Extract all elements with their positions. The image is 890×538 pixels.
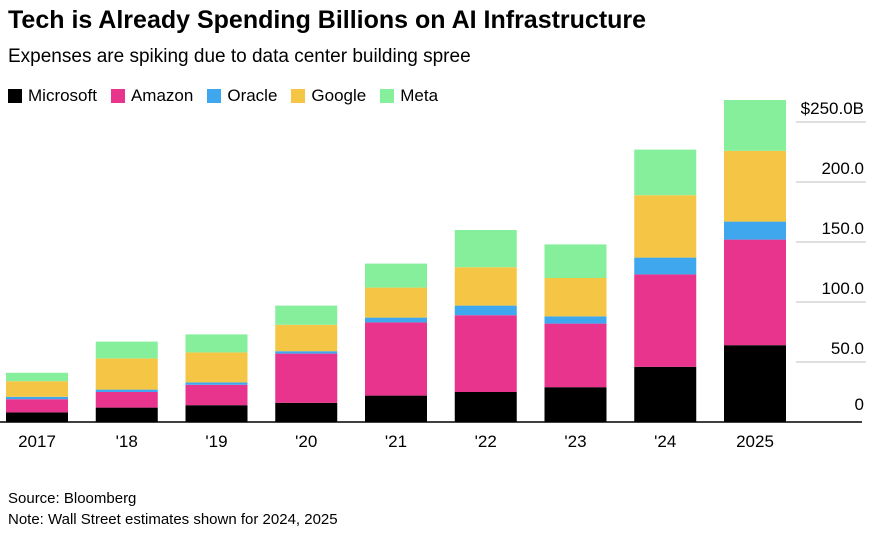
x-tick-label: '21 [385,432,407,451]
legend-swatch [207,89,222,103]
bar-amazon-6 [544,323,607,388]
x-tick-label: '19 [205,432,227,451]
chart-subtitle: Expenses are spiking due to data center … [8,46,471,67]
bar-oracle-7 [634,257,697,275]
bar-microsoft-4 [365,395,427,422]
bar-meta-1 [95,341,158,359]
bar-google-1 [95,358,158,390]
x-tick-label: '23 [564,432,586,451]
legend-label: Google [311,86,367,105]
bar-google-6 [544,278,607,317]
legend-label: Microsoft [28,86,97,105]
bar-microsoft-5 [454,392,517,422]
x-tick-label: 2017 [18,432,56,451]
legend-item-meta: Meta [380,86,438,106]
legend-label: Meta [400,86,439,105]
bar-microsoft-2 [185,405,248,422]
y-tick-label: 200.0 [821,159,864,178]
x-tick-label: 2025 [736,432,774,451]
bar-amazon-2 [185,384,248,406]
bar-oracle-5 [454,305,517,316]
footnote: Note: Wall Street estimates shown for 20… [8,511,338,528]
bar-meta-0 [6,372,68,382]
y-tick-label: 50.0 [831,339,864,358]
bar-google-7 [634,195,697,258]
y-tick-label: 100.0 [821,279,864,298]
bar-microsoft-1 [95,407,158,422]
bar-oracle-0 [6,396,68,400]
bar-meta-6 [544,244,607,278]
chart-legend: Microsoft Amazon Oracle Google Meta [8,86,438,106]
bar-meta-4 [365,263,427,288]
bar-microsoft-3 [275,402,338,422]
legend-swatch [8,89,22,103]
bar-oracle-1 [95,389,158,392]
bar-microsoft-0 [6,412,68,422]
bar-meta-3 [275,305,338,325]
x-tick-label: '20 [295,432,317,451]
bar-amazon-1 [95,392,158,408]
bar-meta-7 [634,149,697,196]
bar-microsoft-7 [634,366,697,422]
legend-swatch [380,89,395,103]
y-tick-label: $250.0B [801,100,864,118]
legend-swatch [110,89,125,103]
x-tick-label: '24 [654,432,676,451]
bar-google-0 [6,381,68,397]
bar-oracle-2 [185,382,248,385]
bar-meta-8 [724,100,786,151]
legend-item-oracle: Oracle [207,86,277,106]
x-tick-label: '18 [116,432,138,451]
bar-amazon-3 [275,353,338,403]
bar-amazon-4 [365,322,427,396]
bar-google-8 [724,150,786,222]
legend-label: Amazon [130,86,194,105]
legend-item-amazon: Amazon [110,86,194,106]
x-tick-label: '22 [475,432,497,451]
bar-meta-5 [454,230,517,268]
y-tick-label: 150.0 [821,219,864,238]
bar-oracle-8 [724,221,786,240]
bar-microsoft-6 [544,387,607,422]
legend-item-microsoft: Microsoft [8,86,97,106]
bar-oracle-4 [365,317,427,323]
bar-google-3 [275,324,338,352]
source-note: Source: Bloomberg [8,490,137,507]
bar-google-5 [454,267,517,306]
bar-amazon-5 [454,315,517,392]
bar-amazon-8 [724,239,786,346]
bar-google-2 [185,352,248,383]
y-tick-label: 0 [855,395,864,414]
bar-oracle-3 [275,351,338,354]
legend-swatch [291,89,306,103]
legend-label: Oracle [227,86,278,105]
stacked-bar-chart: $250.0B 200.0 150.0 100.0 50.0 0 2017 '18 '19 '20… [0,100,866,451]
legend-item-google: Google [291,86,366,106]
bar-amazon-7 [634,274,697,367]
bar-meta-2 [185,334,248,353]
chart-title: Tech is Already Spending Billions on AI … [8,6,647,34]
bar-microsoft-8 [724,345,786,422]
bar-oracle-6 [544,316,607,324]
bar-google-4 [365,287,427,318]
bar-amazon-0 [6,399,68,413]
